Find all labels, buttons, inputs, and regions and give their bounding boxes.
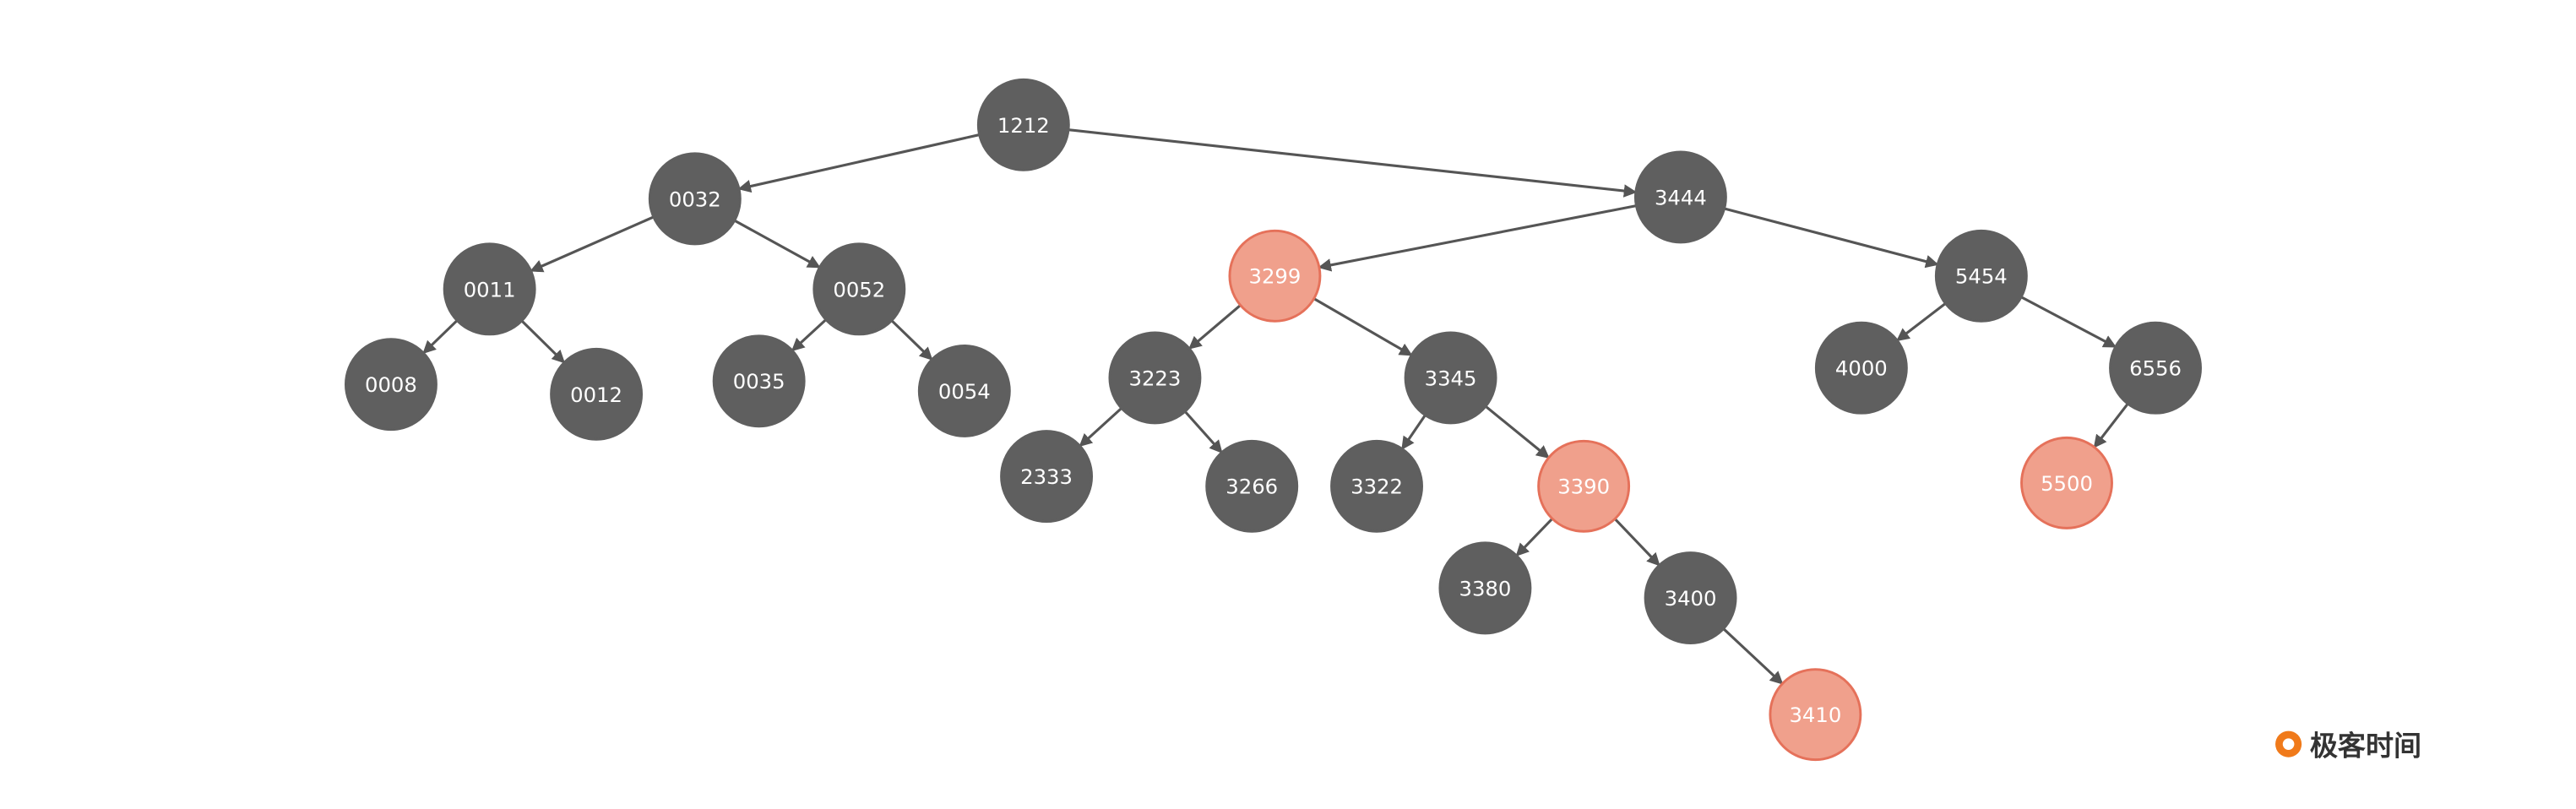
node-label: 6556 bbox=[2129, 356, 2182, 381]
edge bbox=[1079, 407, 1122, 448]
edge bbox=[1613, 518, 1660, 567]
tree-node bbox=[2020, 436, 2113, 529]
edge bbox=[733, 219, 821, 269]
tree-node bbox=[1000, 430, 1094, 524]
edge bbox=[890, 319, 933, 361]
edge bbox=[1312, 297, 1413, 356]
edge bbox=[1188, 304, 1242, 350]
tree-node bbox=[1330, 439, 1423, 533]
edge bbox=[1724, 207, 1939, 269]
logo: 极客时间 bbox=[2275, 730, 2421, 763]
node-label: 3223 bbox=[1129, 366, 1182, 390]
node-label: 3380 bbox=[1459, 576, 1511, 600]
node-label: 3322 bbox=[1350, 475, 1403, 499]
node-label: 5454 bbox=[1955, 264, 2008, 289]
node-label: 2333 bbox=[1020, 464, 1073, 489]
node-label: 0054 bbox=[938, 379, 991, 404]
tree-node bbox=[1633, 150, 1727, 244]
edge bbox=[791, 318, 827, 352]
edges bbox=[422, 128, 2129, 685]
node-label: 0008 bbox=[365, 372, 417, 397]
node-label: 0035 bbox=[733, 369, 785, 394]
edge bbox=[737, 133, 980, 193]
tree-node bbox=[1537, 439, 1631, 533]
nodes: 1212 0032 3444 0011 0052 3299 5454 0008 0012 0035… bbox=[344, 78, 2202, 762]
logo-icon-hole bbox=[2282, 738, 2295, 750]
node-label: 3299 bbox=[1249, 264, 1302, 289]
tree-node bbox=[1934, 229, 2028, 323]
tree-node bbox=[443, 242, 536, 336]
logo-text: 极客时间 bbox=[2310, 730, 2421, 763]
edge bbox=[520, 319, 566, 364]
edge bbox=[530, 215, 655, 273]
tree-node bbox=[1404, 331, 1497, 425]
tree-node bbox=[712, 334, 806, 428]
edge bbox=[422, 319, 459, 355]
tree-node bbox=[344, 338, 437, 432]
edge bbox=[1068, 128, 1638, 198]
node-label: 0012 bbox=[570, 383, 622, 407]
edge bbox=[2093, 403, 2129, 448]
tree-node bbox=[812, 242, 906, 336]
node-label: 0032 bbox=[669, 187, 721, 211]
tree-node bbox=[2109, 321, 2202, 415]
edge bbox=[1515, 518, 1554, 557]
tree-node bbox=[550, 347, 644, 441]
tree-node bbox=[1814, 321, 1908, 415]
edge bbox=[1896, 302, 1947, 342]
tree-node bbox=[1769, 668, 1862, 762]
node-label: 3400 bbox=[1665, 586, 1717, 611]
node-label: 3266 bbox=[1226, 475, 1278, 499]
node-label: 1212 bbox=[997, 113, 1050, 138]
edge bbox=[1485, 404, 1550, 459]
node-label: 0052 bbox=[833, 277, 885, 301]
tree-node bbox=[648, 152, 742, 246]
tree-node bbox=[1438, 541, 1532, 635]
edge bbox=[1318, 204, 1637, 272]
node-label: 3345 bbox=[1425, 366, 1477, 390]
node-label: 4000 bbox=[1835, 356, 1888, 381]
node-label: 3444 bbox=[1655, 185, 1707, 209]
node-label: 3390 bbox=[1557, 475, 1610, 499]
tree-node bbox=[1228, 229, 1322, 323]
node-label: 5500 bbox=[2041, 471, 2093, 496]
edge bbox=[1722, 627, 1784, 685]
edge bbox=[1400, 414, 1427, 450]
tree-node bbox=[976, 78, 1070, 171]
tree-node bbox=[1205, 439, 1299, 533]
edge bbox=[1183, 410, 1223, 454]
edge bbox=[2020, 296, 2117, 349]
tree-node bbox=[917, 345, 1011, 437]
tree-node bbox=[1644, 551, 1737, 644]
tree-node bbox=[1108, 331, 1202, 425]
node-label: 3410 bbox=[1789, 703, 1841, 727]
node-label: 0011 bbox=[464, 277, 516, 301]
